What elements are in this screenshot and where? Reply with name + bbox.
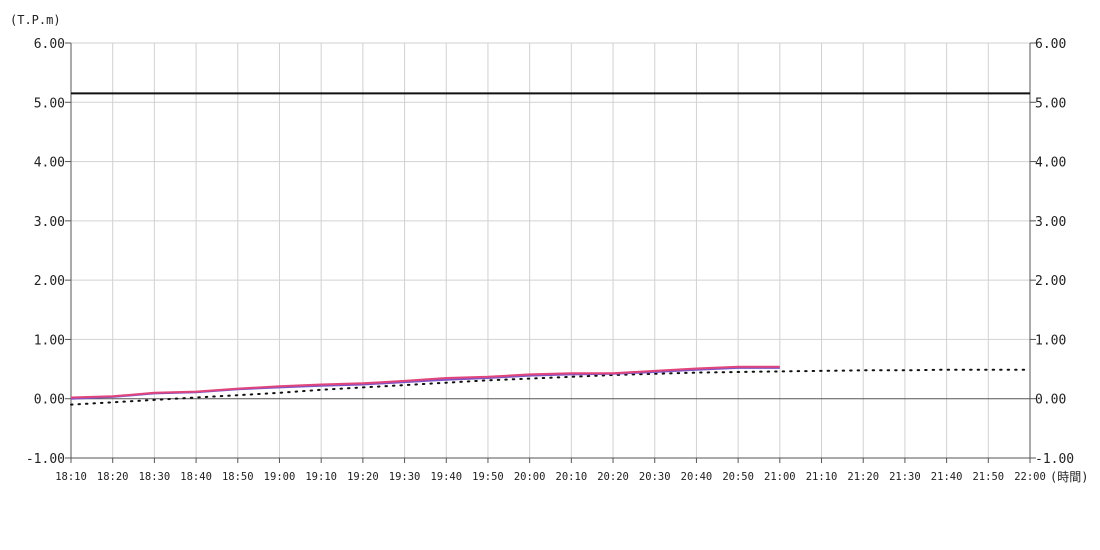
axes <box>65 42 1036 463</box>
x-tick-label: 19:30 <box>389 471 421 483</box>
y-tick-label-right: 3.00 <box>1035 215 1066 230</box>
y-tick-label-right: 6.00 <box>1035 37 1066 52</box>
x-tick-label: 18:20 <box>97 471 129 483</box>
y-tick-label-left: 1.00 <box>34 333 65 348</box>
x-tick-label: 18:10 <box>55 471 87 483</box>
y-tick-label-left: 2.00 <box>34 274 65 289</box>
x-tick-label: 18:30 <box>139 471 171 483</box>
y-tick-label-right: 0.00 <box>1035 393 1066 408</box>
tick-labels: 18:10 18:20 18:30 18:40 18:50 19:00 19:10 19:20… <box>26 37 1074 483</box>
x-tick-label: 21:40 <box>931 471 963 483</box>
x-tick-label: 20:10 <box>556 471 588 483</box>
x-tick-label: 19:50 <box>472 471 504 483</box>
y-tick-label-right: 5.00 <box>1035 96 1066 111</box>
series-line-1 <box>70 366 780 400</box>
y-tick-label-left: -1.00 <box>26 452 65 467</box>
x-tick-label: 19:20 <box>347 471 379 483</box>
series-line-2 <box>70 368 1031 406</box>
y-tick-label-left: 5.00 <box>34 96 65 111</box>
y-tick-label-left: 3.00 <box>34 215 65 230</box>
series-layer <box>70 92 1031 406</box>
x-tick-label: 20:30 <box>639 471 671 483</box>
y-tick-label-left: 4.00 <box>34 156 65 171</box>
x-tick-label: 21:30 <box>889 471 921 483</box>
x-tick-label: 22:00 <box>1014 471 1046 483</box>
y-tick-label-right: 4.00 <box>1035 156 1066 171</box>
x-tick-label: 21:50 <box>972 471 1004 483</box>
x-tick-label: 18:50 <box>222 471 254 483</box>
y-tick-label-right: 1.00 <box>1035 333 1066 348</box>
y-axis-label: (T.P.m) <box>10 13 61 27</box>
y-tick-label-left: 6.00 <box>34 37 65 52</box>
x-tick-label: 21:00 <box>764 471 796 483</box>
x-axis-label: (時間) <box>1050 470 1088 484</box>
x-tick-label: 20:20 <box>597 471 629 483</box>
series-line-0 <box>70 365 780 399</box>
x-tick-label: 19:10 <box>305 471 337 483</box>
y-tick-label-right: 2.00 <box>1035 274 1066 289</box>
x-tick-label: 20:40 <box>681 471 713 483</box>
y-tick-label-left: 0.00 <box>34 393 65 408</box>
x-tick-label: 21:10 <box>806 471 838 483</box>
x-tick-label: 21:20 <box>847 471 879 483</box>
x-tick-label: 19:40 <box>430 471 462 483</box>
x-tick-label: 20:50 <box>722 471 754 483</box>
x-tick-label: 18:40 <box>180 471 212 483</box>
x-tick-label: 20:00 <box>514 471 546 483</box>
y-tick-label-right: -1.00 <box>1035 452 1074 467</box>
x-tick-label: 19:00 <box>264 471 296 483</box>
